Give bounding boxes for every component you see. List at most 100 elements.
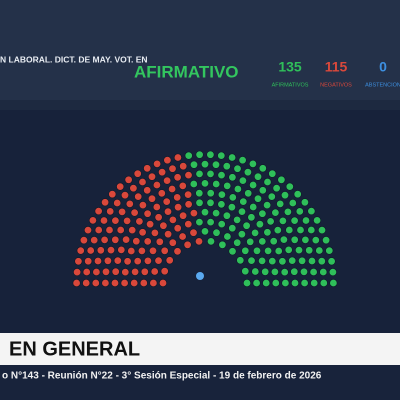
seat-affirmative bbox=[310, 278, 319, 287]
seat-negative bbox=[111, 267, 120, 276]
seat-negative bbox=[96, 246, 105, 255]
seat-affirmative bbox=[290, 235, 299, 244]
seat-affirmative bbox=[307, 256, 316, 265]
seat-negative bbox=[111, 216, 120, 225]
seat-affirmative bbox=[293, 190, 302, 199]
seat-affirmative bbox=[298, 256, 307, 265]
seat-negative bbox=[173, 224, 182, 233]
seat-negative bbox=[138, 201, 147, 210]
seat-negative bbox=[189, 228, 198, 237]
seat-affirmative bbox=[248, 159, 257, 168]
seat-affirmative bbox=[279, 235, 288, 244]
tally-label: NEGATIVOS bbox=[320, 82, 352, 88]
seat-affirmative bbox=[233, 215, 242, 224]
seat-affirmative bbox=[258, 164, 267, 173]
seat-negative bbox=[113, 199, 122, 208]
seat-affirmative bbox=[206, 169, 215, 178]
tally-count: 135 bbox=[278, 59, 302, 75]
seat-affirmative bbox=[317, 226, 326, 235]
seat-negative bbox=[74, 257, 83, 266]
seat-affirmative bbox=[269, 237, 278, 246]
seat-negative bbox=[127, 247, 136, 256]
seat-affirmative bbox=[268, 257, 277, 266]
seat-affirmative bbox=[268, 169, 277, 178]
seat-negative bbox=[184, 190, 193, 199]
seat-affirmative bbox=[258, 186, 267, 195]
seat-affirmative bbox=[242, 221, 251, 230]
seat-affirmative bbox=[296, 226, 305, 235]
seat-affirmative bbox=[263, 178, 272, 187]
seat-affirmative bbox=[217, 190, 226, 199]
seat-negative bbox=[150, 228, 159, 237]
seat-affirmative bbox=[251, 228, 260, 237]
seat-negative bbox=[129, 184, 138, 193]
seat-affirmative bbox=[261, 267, 270, 276]
seat-negative bbox=[100, 235, 109, 244]
seat-affirmative bbox=[271, 208, 280, 217]
seat-negative bbox=[168, 215, 177, 224]
seat-affirmative bbox=[255, 220, 264, 229]
seat-negative bbox=[133, 257, 142, 266]
seat-negative bbox=[163, 156, 172, 165]
seat-affirmative bbox=[290, 267, 299, 276]
seat-negative bbox=[107, 246, 116, 255]
seat-negative bbox=[143, 237, 152, 246]
seat-negative bbox=[108, 190, 117, 199]
seat-affirmative bbox=[263, 201, 272, 210]
seat-negative bbox=[82, 278, 91, 287]
seat-negative bbox=[152, 203, 161, 212]
seat-affirmative bbox=[299, 267, 308, 276]
seat-negative bbox=[178, 181, 187, 190]
seat-negative bbox=[106, 207, 115, 216]
seat-affirmative bbox=[243, 278, 252, 287]
seat-affirmative bbox=[212, 160, 221, 169]
seat-negative bbox=[163, 176, 172, 185]
seat-negative bbox=[111, 235, 120, 244]
seat-affirmative bbox=[206, 218, 215, 227]
seat-affirmative bbox=[233, 238, 242, 247]
seat-affirmative bbox=[246, 237, 255, 246]
seat-affirmative bbox=[184, 151, 193, 160]
seat-negative bbox=[155, 237, 164, 246]
seat-affirmative bbox=[201, 227, 210, 236]
seat-negative bbox=[100, 216, 109, 225]
seat-negative bbox=[178, 232, 187, 241]
seat-affirmative bbox=[238, 207, 247, 216]
seat-affirmative bbox=[206, 198, 215, 207]
seat-affirmative bbox=[319, 278, 328, 287]
seat-affirmative bbox=[300, 198, 309, 207]
seat-negative bbox=[143, 186, 152, 195]
seat-negative bbox=[76, 246, 85, 255]
seat-negative bbox=[125, 199, 134, 208]
seat-negative bbox=[132, 237, 141, 246]
seat-negative bbox=[94, 226, 103, 235]
seat-negative bbox=[72, 278, 81, 287]
seat-affirmative bbox=[253, 246, 262, 255]
seat-negative bbox=[101, 278, 110, 287]
seat-affirmative bbox=[319, 267, 328, 276]
seat-negative bbox=[153, 159, 162, 168]
seat-affirmative bbox=[247, 256, 256, 265]
seat-negative bbox=[82, 267, 91, 276]
seat-negative bbox=[92, 267, 101, 276]
seat-affirmative bbox=[290, 216, 299, 225]
seat-negative bbox=[173, 247, 182, 256]
banner-text: EN GENERAL bbox=[9, 338, 140, 360]
seat-negative bbox=[164, 230, 173, 239]
seat-negative bbox=[165, 256, 174, 265]
seat-affirmative bbox=[228, 173, 237, 182]
seat-negative bbox=[149, 246, 158, 255]
seat-negative bbox=[160, 267, 169, 276]
seat-negative bbox=[143, 256, 152, 265]
tally-label: ABSTENCION bbox=[365, 82, 400, 88]
seat-affirmative bbox=[228, 247, 237, 256]
seat-negative bbox=[130, 208, 139, 217]
seat-negative bbox=[184, 171, 193, 180]
banner-bar bbox=[0, 333, 400, 365]
seat-negative bbox=[84, 257, 93, 266]
seat-affirmative bbox=[217, 220, 226, 229]
seat-negative bbox=[179, 162, 188, 171]
seat-negative bbox=[184, 220, 193, 229]
seat-affirmative bbox=[241, 267, 250, 276]
seat-negative bbox=[128, 226, 137, 235]
